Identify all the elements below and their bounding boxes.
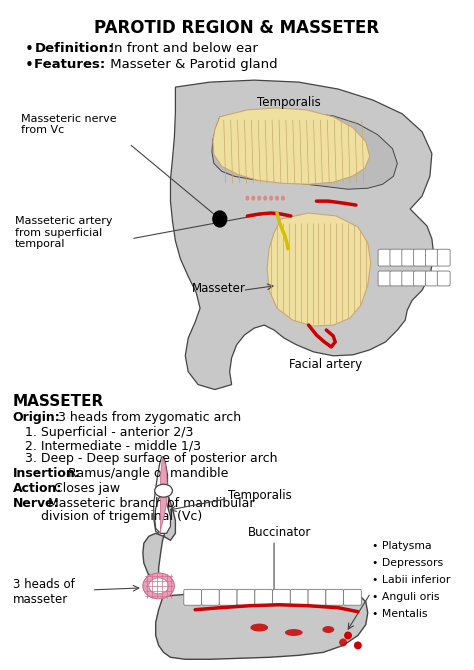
Polygon shape [143, 496, 368, 659]
Text: • Labii inferior: • Labii inferior [372, 575, 450, 585]
Text: Buccinator: Buccinator [247, 527, 311, 539]
FancyBboxPatch shape [308, 590, 326, 605]
Text: Facial artery: Facial artery [289, 358, 362, 371]
Text: Masseter & Parotid gland: Masseter & Parotid gland [106, 58, 278, 71]
Text: Masseter: Masseter [192, 283, 246, 295]
FancyBboxPatch shape [255, 590, 273, 605]
FancyBboxPatch shape [438, 249, 450, 266]
FancyBboxPatch shape [378, 249, 391, 266]
FancyBboxPatch shape [184, 590, 201, 605]
Ellipse shape [339, 639, 347, 647]
Text: 3 heads from zygomatic arch: 3 heads from zygomatic arch [54, 411, 241, 424]
Text: •: • [25, 58, 33, 73]
Polygon shape [154, 457, 167, 533]
FancyBboxPatch shape [402, 271, 415, 286]
Text: Insertion:: Insertion: [13, 467, 81, 480]
Ellipse shape [257, 196, 261, 200]
FancyBboxPatch shape [414, 271, 427, 286]
Text: Origin:: Origin: [13, 411, 60, 424]
Text: Masseteric artery
from superficial
temporal: Masseteric artery from superficial tempo… [15, 216, 112, 249]
Text: Masseteric branch of mandibular: Masseteric branch of mandibular [44, 496, 255, 510]
Circle shape [344, 632, 352, 639]
FancyBboxPatch shape [414, 249, 427, 266]
FancyBboxPatch shape [438, 271, 450, 286]
Ellipse shape [251, 196, 255, 200]
Polygon shape [212, 112, 397, 189]
Ellipse shape [143, 573, 174, 599]
Polygon shape [160, 459, 167, 533]
Ellipse shape [285, 629, 303, 636]
FancyBboxPatch shape [344, 590, 361, 605]
Polygon shape [155, 494, 171, 533]
Text: Closes jaw: Closes jaw [50, 482, 120, 494]
Ellipse shape [155, 484, 173, 497]
Text: 2. Intermediate - middle 1/3: 2. Intermediate - middle 1/3 [13, 439, 201, 452]
FancyBboxPatch shape [326, 590, 344, 605]
FancyBboxPatch shape [426, 249, 438, 266]
FancyBboxPatch shape [237, 590, 255, 605]
Text: Nerve:: Nerve: [13, 496, 59, 510]
Circle shape [354, 641, 362, 649]
Text: MASSETER: MASSETER [13, 393, 104, 409]
Ellipse shape [275, 196, 279, 200]
Text: PAROTID REGION & MASSETER: PAROTID REGION & MASSETER [94, 19, 379, 37]
Text: Masseteric nerve
from Vc: Masseteric nerve from Vc [20, 114, 116, 135]
Text: •: • [25, 42, 33, 58]
Polygon shape [267, 213, 371, 326]
Text: Temporalis: Temporalis [257, 96, 321, 109]
Text: Action:: Action: [13, 482, 62, 494]
FancyBboxPatch shape [290, 590, 308, 605]
Ellipse shape [269, 196, 273, 200]
Text: Ramus/angle of mandible: Ramus/angle of mandible [64, 467, 228, 480]
Text: 1. Superficial - anterior 2/3: 1. Superficial - anterior 2/3 [13, 426, 193, 440]
Text: • Platysma: • Platysma [372, 541, 431, 551]
FancyBboxPatch shape [426, 271, 438, 286]
FancyBboxPatch shape [378, 271, 391, 286]
Ellipse shape [263, 196, 267, 200]
Polygon shape [213, 108, 370, 184]
Ellipse shape [250, 624, 268, 632]
Text: 3 heads of
masseter: 3 heads of masseter [13, 578, 74, 606]
FancyBboxPatch shape [201, 590, 219, 605]
Polygon shape [171, 80, 434, 389]
FancyBboxPatch shape [390, 271, 403, 286]
Text: In front and below ear: In front and below ear [106, 42, 258, 56]
FancyBboxPatch shape [390, 249, 403, 266]
Text: 3. Deep - Deep surface of posterior arch: 3. Deep - Deep surface of posterior arch [13, 452, 277, 465]
Text: • Depressors: • Depressors [372, 558, 443, 568]
FancyBboxPatch shape [402, 249, 415, 266]
Text: division of trigeminal (Vc): division of trigeminal (Vc) [13, 510, 202, 523]
Text: • Mentalis: • Mentalis [372, 609, 427, 618]
Text: Definition:: Definition: [34, 42, 114, 56]
Ellipse shape [246, 196, 249, 200]
FancyBboxPatch shape [273, 590, 290, 605]
Ellipse shape [322, 626, 334, 633]
Text: Features:: Features: [34, 58, 110, 71]
Text: • Anguli oris: • Anguli oris [372, 592, 439, 602]
Text: Temporalis: Temporalis [228, 488, 292, 502]
Ellipse shape [213, 211, 227, 227]
FancyBboxPatch shape [219, 590, 237, 605]
Ellipse shape [281, 196, 285, 200]
Ellipse shape [149, 578, 168, 594]
